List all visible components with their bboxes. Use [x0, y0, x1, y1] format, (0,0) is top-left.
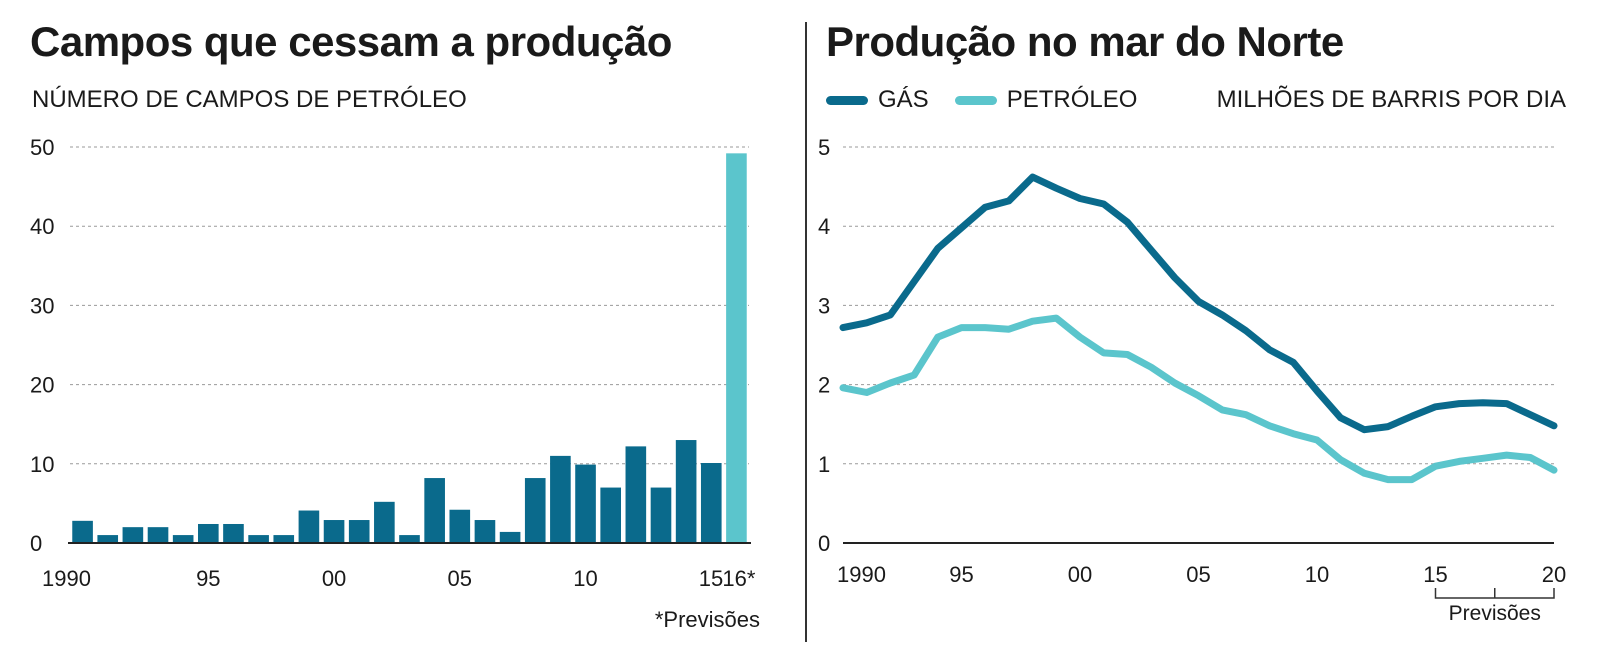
bar-ytick-label: 30	[30, 293, 54, 318]
series-line-gas	[839, 173, 1558, 434]
bar-2013	[650, 487, 672, 543]
bar-chart: 0 10 20 30 40 50 1990 95 00 05 10 15 16* *Previsões	[30, 135, 760, 632]
line-ytick-label: 5	[818, 135, 830, 160]
bar-2006	[474, 520, 496, 543]
line-ytick-label: 1	[818, 452, 830, 477]
bar-chart-title: Campos que cessam a produção	[30, 18, 672, 65]
bar-xtick-label: 00	[322, 566, 346, 591]
series-line-petroleo	[839, 314, 1558, 484]
line-xtick-label: 95	[949, 562, 973, 587]
line-chart-ylabel: MILHÕES DE BARRIS POR DIA	[1216, 86, 1566, 113]
bar-1997	[248, 535, 269, 543]
line-ytick-label: 2	[818, 373, 830, 398]
bar-xtick-label: 10	[573, 566, 597, 591]
line-ytick-label: 4	[818, 214, 830, 239]
bar-2010	[575, 464, 596, 543]
line-xtick-label: 00	[1068, 562, 1092, 587]
bar-1993	[147, 527, 169, 543]
bar-2005	[449, 509, 471, 543]
bar-xtick-label: 05	[448, 566, 472, 591]
bar-2015	[700, 463, 722, 543]
bar-2004	[424, 478, 445, 543]
bar-1992	[122, 527, 144, 543]
bar-2011	[600, 487, 621, 543]
bar-2000	[323, 520, 345, 543]
line-xtick-label: 10	[1305, 562, 1329, 587]
bar-1994	[172, 535, 194, 543]
legend-label-petroleo: PETRÓLEO	[1006, 86, 1138, 113]
bar-xtick-label: 1990	[42, 566, 91, 591]
bar-1996	[223, 523, 244, 543]
bar-2007	[499, 531, 521, 543]
bar-2009	[550, 455, 571, 543]
bar-ytick-label: 10	[30, 452, 54, 477]
legend-label-gas: GÁS	[878, 86, 929, 113]
bar-1991	[97, 535, 119, 543]
bar-footnote: *Previsões	[655, 607, 760, 632]
legend-swatch-gas	[826, 95, 868, 105]
bar-1995	[198, 523, 219, 543]
bar-2001	[348, 520, 370, 543]
line-xtick-label: 1990	[837, 562, 886, 587]
line-xtick-label: 15	[1423, 562, 1447, 587]
bar-1998	[273, 535, 295, 543]
bar-2014	[675, 440, 697, 543]
bar-xtick-label: 95	[196, 566, 220, 591]
line-ytick-label: 0	[818, 531, 830, 556]
bar-ytick-label: 0	[30, 531, 42, 556]
line-xtick-label: 20	[1542, 562, 1566, 587]
forecast-label: Previsões	[1449, 602, 1541, 625]
bar-2012	[625, 446, 647, 543]
legend-swatch-petroleo	[954, 95, 997, 105]
line-chart-legend: GÁS PETRÓLEO	[826, 86, 1163, 114]
line-chart-title: Produção no mar do Norte	[826, 18, 1344, 65]
bar-ytick-label: 20	[30, 373, 54, 398]
bar-ytick-label: 40	[30, 214, 54, 239]
bar-ytick-label: 50	[30, 135, 54, 160]
bar-2016	[726, 153, 747, 543]
bar-2003	[399, 535, 420, 543]
bar-2002	[374, 501, 395, 543]
forecast-bracket	[1434, 588, 1555, 599]
line-ytick-label: 3	[818, 293, 830, 318]
bar-1999	[298, 510, 320, 543]
bar-2008	[524, 478, 546, 543]
legend-item-petroleo: PETRÓLEO	[954, 86, 1138, 114]
bar-1990	[72, 520, 93, 543]
bar-chart-ylabel: NÚMERO DE CAMPOS DE PETRÓLEO	[32, 86, 467, 113]
legend-item-gas: GÁS	[826, 86, 929, 114]
bar-xtick-label: 15	[699, 566, 723, 591]
bar-xtick-label: 16*	[722, 566, 755, 591]
panel-divider	[805, 22, 807, 642]
line-xtick-label: 05	[1186, 562, 1210, 587]
